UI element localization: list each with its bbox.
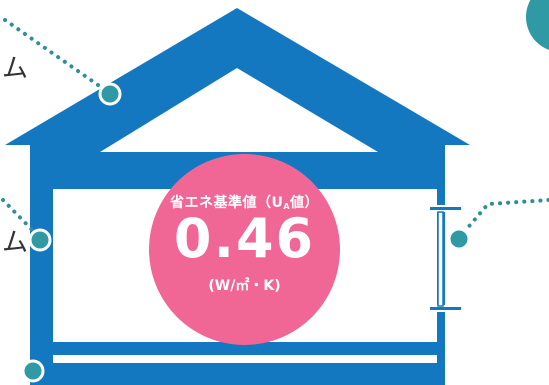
corner-teal-circle [526,0,549,50]
badge-title-paren-close: 値） [290,195,320,211]
connector-window [457,198,549,240]
energy-standard-badge: 省エネ基準値（UA値） 0.46 (W/㎡・K) [149,154,340,345]
badge-unit: (W/㎡・K) [208,278,281,294]
connector-wall [1,198,42,240]
marker-window-dot [447,227,471,251]
badge-title-subscript: A [283,202,291,211]
marker-floor-dot [21,359,45,383]
roof-label-fragment: ム [2,54,29,84]
badge-title-paren-open: （U [256,195,284,211]
badge-value: 0.46 [173,207,316,270]
window-frame [427,205,464,312]
wall-label-fragment: ム [2,228,29,258]
connector-roof [3,18,110,94]
house-roof [5,8,470,166]
house-walls [30,164,445,385]
badge-title-main: 省エネ基準値 [169,195,257,211]
badge-circle [149,154,340,345]
marker-wall-dot [28,228,52,252]
marker-roof-dot [98,82,122,106]
badge-title: 省エネ基準値（UA値） [149,192,340,212]
